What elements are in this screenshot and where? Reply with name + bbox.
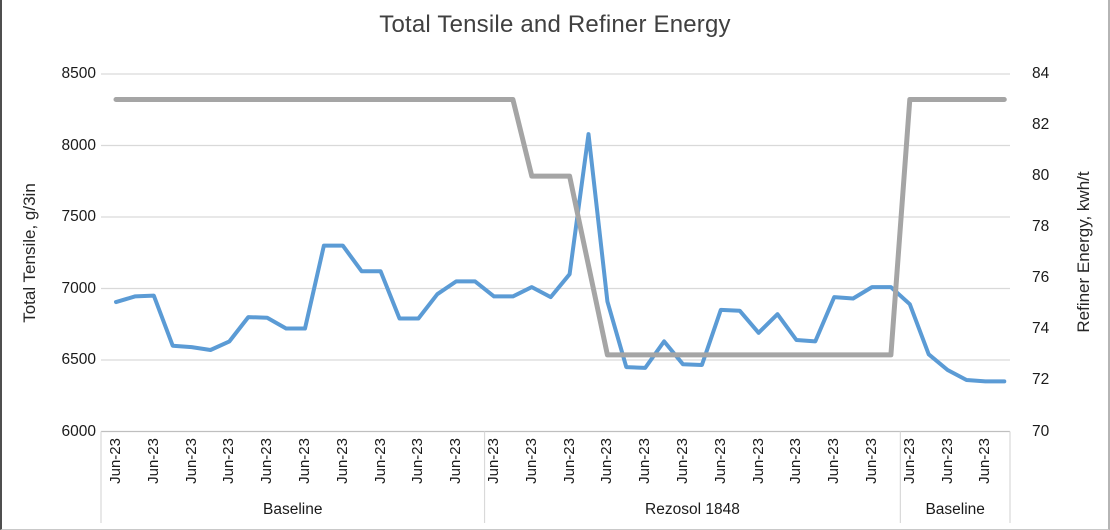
y-left-tick-label: 6000 [61,422,96,440]
x-tick-label: Jun-23 [825,438,843,484]
x-tick-label: Jun-23 [749,438,767,484]
energy-series-line [113,97,1007,358]
x-tick-label: Jun-23 [900,438,918,484]
x-tick-label: Jun-23 [485,438,502,484]
x-tick-label: Jun-23 [636,438,654,484]
x-tick-label: Jun-23 [938,438,956,484]
y-right-tick-label: 82 [1032,116,1050,134]
x-section-label: Baseline [925,501,985,518]
x-tick-label: Jun-23 [333,438,351,484]
left-axis-title: Total Tensile, g/3in [20,183,39,323]
y-left-tick-label: 8000 [61,136,96,154]
x-tick-label: Jun-23 [787,438,805,484]
x-tick-label: Jun-23 [182,438,200,484]
x-tick-label: Jun-23 [976,438,994,484]
x-tick-label: Jun-23 [674,438,691,484]
x-tick-label: Jun-23 [371,438,389,484]
x-tick-label: Jun-23 [522,438,540,484]
x-section-label: Baseline [263,501,323,518]
x-tick-label: Jun-23 [560,438,578,484]
y-right-tick-label: 74 [1032,320,1050,338]
y-right-tick-label: 78 [1032,218,1050,236]
x-tick-label: Jun-23 [296,438,313,484]
x-tick-label: Jun-23 [258,438,276,484]
right-axis-title: Refiner Energy, kwh/t [1074,171,1093,333]
y-right-tick-label: 70 [1032,422,1050,440]
x-tick-label: Jun-23 [711,438,729,484]
tensile-series-line [114,132,1007,384]
y-left-tick-label: 7000 [61,279,96,297]
x-section-label: Rezosol 1848 [645,501,740,518]
x-tick-label: Jun-23 [107,438,124,484]
y-right-tick-label: 80 [1032,167,1050,185]
y-right-tick-label: 76 [1032,269,1050,287]
chart-title: Total Tensile and Refiner Energy [379,11,731,38]
x-tick-label: Jun-23 [220,438,238,484]
y-right-tick-label: 72 [1032,371,1050,389]
x-tick-label: Jun-23 [863,438,880,484]
y-left-tick-label: 6500 [61,351,96,368]
y-left-tick-label: 8500 [61,65,96,82]
x-tick-label: Jun-23 [409,438,427,484]
x-tick-label: Jun-23 [598,438,616,484]
y-right-tick-label: 84 [1032,65,1050,82]
y-left-tick-label: 7500 [61,208,96,225]
x-tick-label: Jun-23 [447,438,465,484]
x-tick-label: Jun-23 [144,438,162,484]
